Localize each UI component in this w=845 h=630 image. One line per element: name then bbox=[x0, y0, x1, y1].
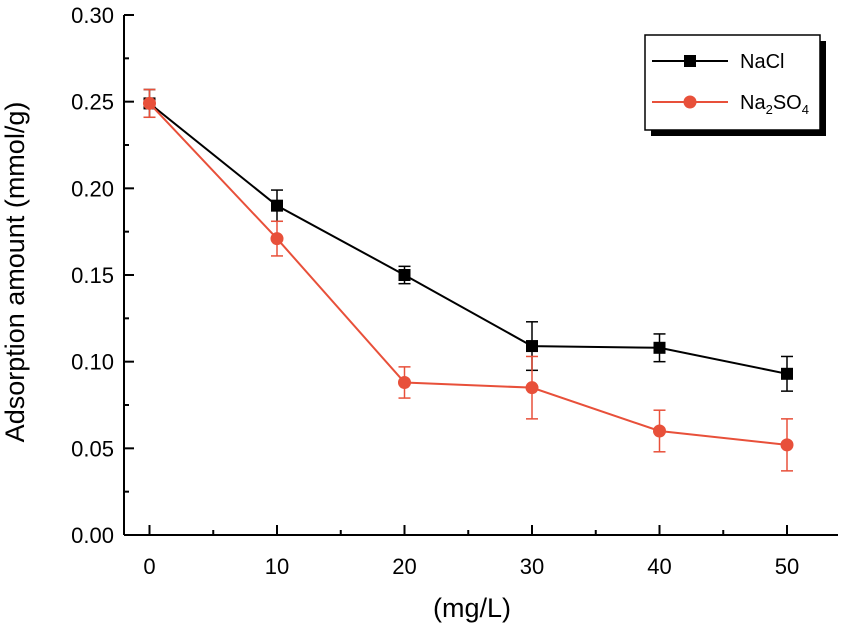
data-point-na2so4 bbox=[780, 438, 794, 452]
x-tick-label: 50 bbox=[775, 554, 799, 579]
y-tick-label: 0.15 bbox=[71, 263, 114, 288]
x-tick-label: 40 bbox=[647, 554, 671, 579]
x-tick-label: 10 bbox=[265, 554, 289, 579]
legend-na2so4-part-so: SO bbox=[773, 92, 802, 114]
data-point-nacl bbox=[271, 199, 283, 212]
legend-na2so4-sub-2: 2 bbox=[766, 102, 773, 117]
y-tick-label: 0.25 bbox=[71, 90, 114, 115]
axes: 0 10 20 30 40 50 0.00 0.05 0.10 0.15 0.20 0.25 0.30 bbox=[71, 3, 838, 579]
y-tick-label: 0.20 bbox=[71, 176, 114, 201]
x-tick-label: 0 bbox=[143, 554, 155, 579]
data-point-na2so4 bbox=[143, 96, 156, 110]
data-point-na2so4 bbox=[653, 424, 666, 438]
data-point-nacl bbox=[526, 340, 538, 353]
legend-label-na2so4: Na2SO4 bbox=[740, 92, 809, 117]
series-line-na2so4 bbox=[148, 102, 788, 446]
data-point-nacl bbox=[781, 367, 793, 380]
x-tick-label: 20 bbox=[392, 554, 416, 579]
series-na2so4 bbox=[143, 88, 794, 472]
data-point-na2so4 bbox=[270, 232, 284, 246]
data-point-nacl bbox=[653, 341, 666, 354]
x-tick-label: 30 bbox=[520, 554, 544, 579]
data-point-nacl bbox=[398, 269, 411, 281]
x-axis-title: (mg/L) bbox=[433, 593, 511, 623]
data-point-na2so4 bbox=[398, 375, 411, 389]
legend-marker-na2so4 bbox=[683, 95, 697, 109]
y-axis-title: Adsorption amount (mmol/g) bbox=[0, 102, 30, 443]
legend-marker-nacl bbox=[684, 55, 696, 67]
legend-label-nacl: NaCl bbox=[740, 51, 784, 73]
y-tick-label: 0.30 bbox=[71, 3, 114, 28]
plot-series bbox=[143, 88, 794, 472]
legend-na2so4-part-na: Na bbox=[740, 92, 766, 114]
y-tick-label: 0.10 bbox=[71, 350, 114, 375]
y-tick-label: 0.05 bbox=[71, 436, 114, 461]
series-line-nacl bbox=[148, 102, 788, 375]
legend-box bbox=[644, 34, 821, 131]
legend: NaCl Na2SO4 bbox=[644, 34, 826, 136]
data-point-na2so4 bbox=[525, 381, 539, 395]
legend-na2so4-sub-4: 4 bbox=[802, 102, 809, 117]
y-tick-label: 0.00 bbox=[71, 523, 114, 548]
